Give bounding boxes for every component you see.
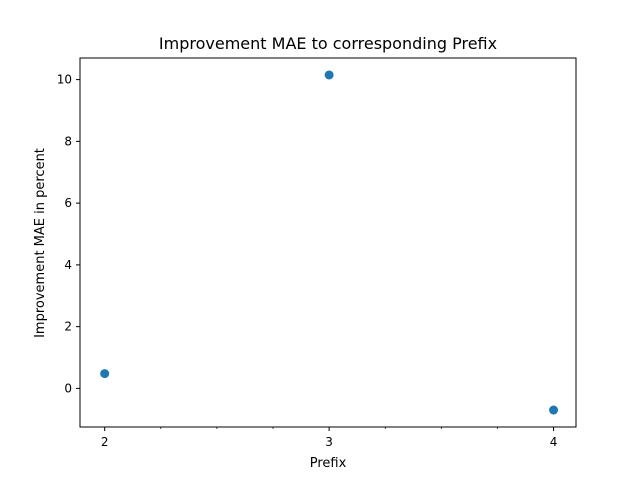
data-point bbox=[100, 369, 110, 379]
x-tick-label: 3 bbox=[325, 435, 333, 449]
y-axis: 0 2 4 6 8 10 bbox=[57, 73, 80, 395]
x-tick-label: 2 bbox=[101, 435, 109, 449]
y-axis-label: Improvement MAE in percent bbox=[33, 148, 48, 338]
x-axis-label: Prefix bbox=[310, 456, 347, 471]
data-point bbox=[549, 405, 559, 415]
y-tick-label: 0 bbox=[64, 381, 72, 395]
data-points bbox=[100, 70, 559, 415]
y-tick-label: 6 bbox=[64, 196, 72, 210]
y-tick-label: 2 bbox=[64, 320, 72, 334]
x-tick-label: 4 bbox=[550, 435, 558, 449]
data-point bbox=[324, 70, 334, 80]
y-tick-label: 4 bbox=[64, 258, 72, 272]
chart-title: Improvement MAE to corresponding Prefix bbox=[159, 34, 497, 53]
y-tick-label: 10 bbox=[57, 73, 72, 87]
y-tick-label: 8 bbox=[64, 134, 72, 148]
plot-area-frame bbox=[79, 57, 577, 428]
x-axis: 2 3 4 bbox=[101, 427, 558, 449]
